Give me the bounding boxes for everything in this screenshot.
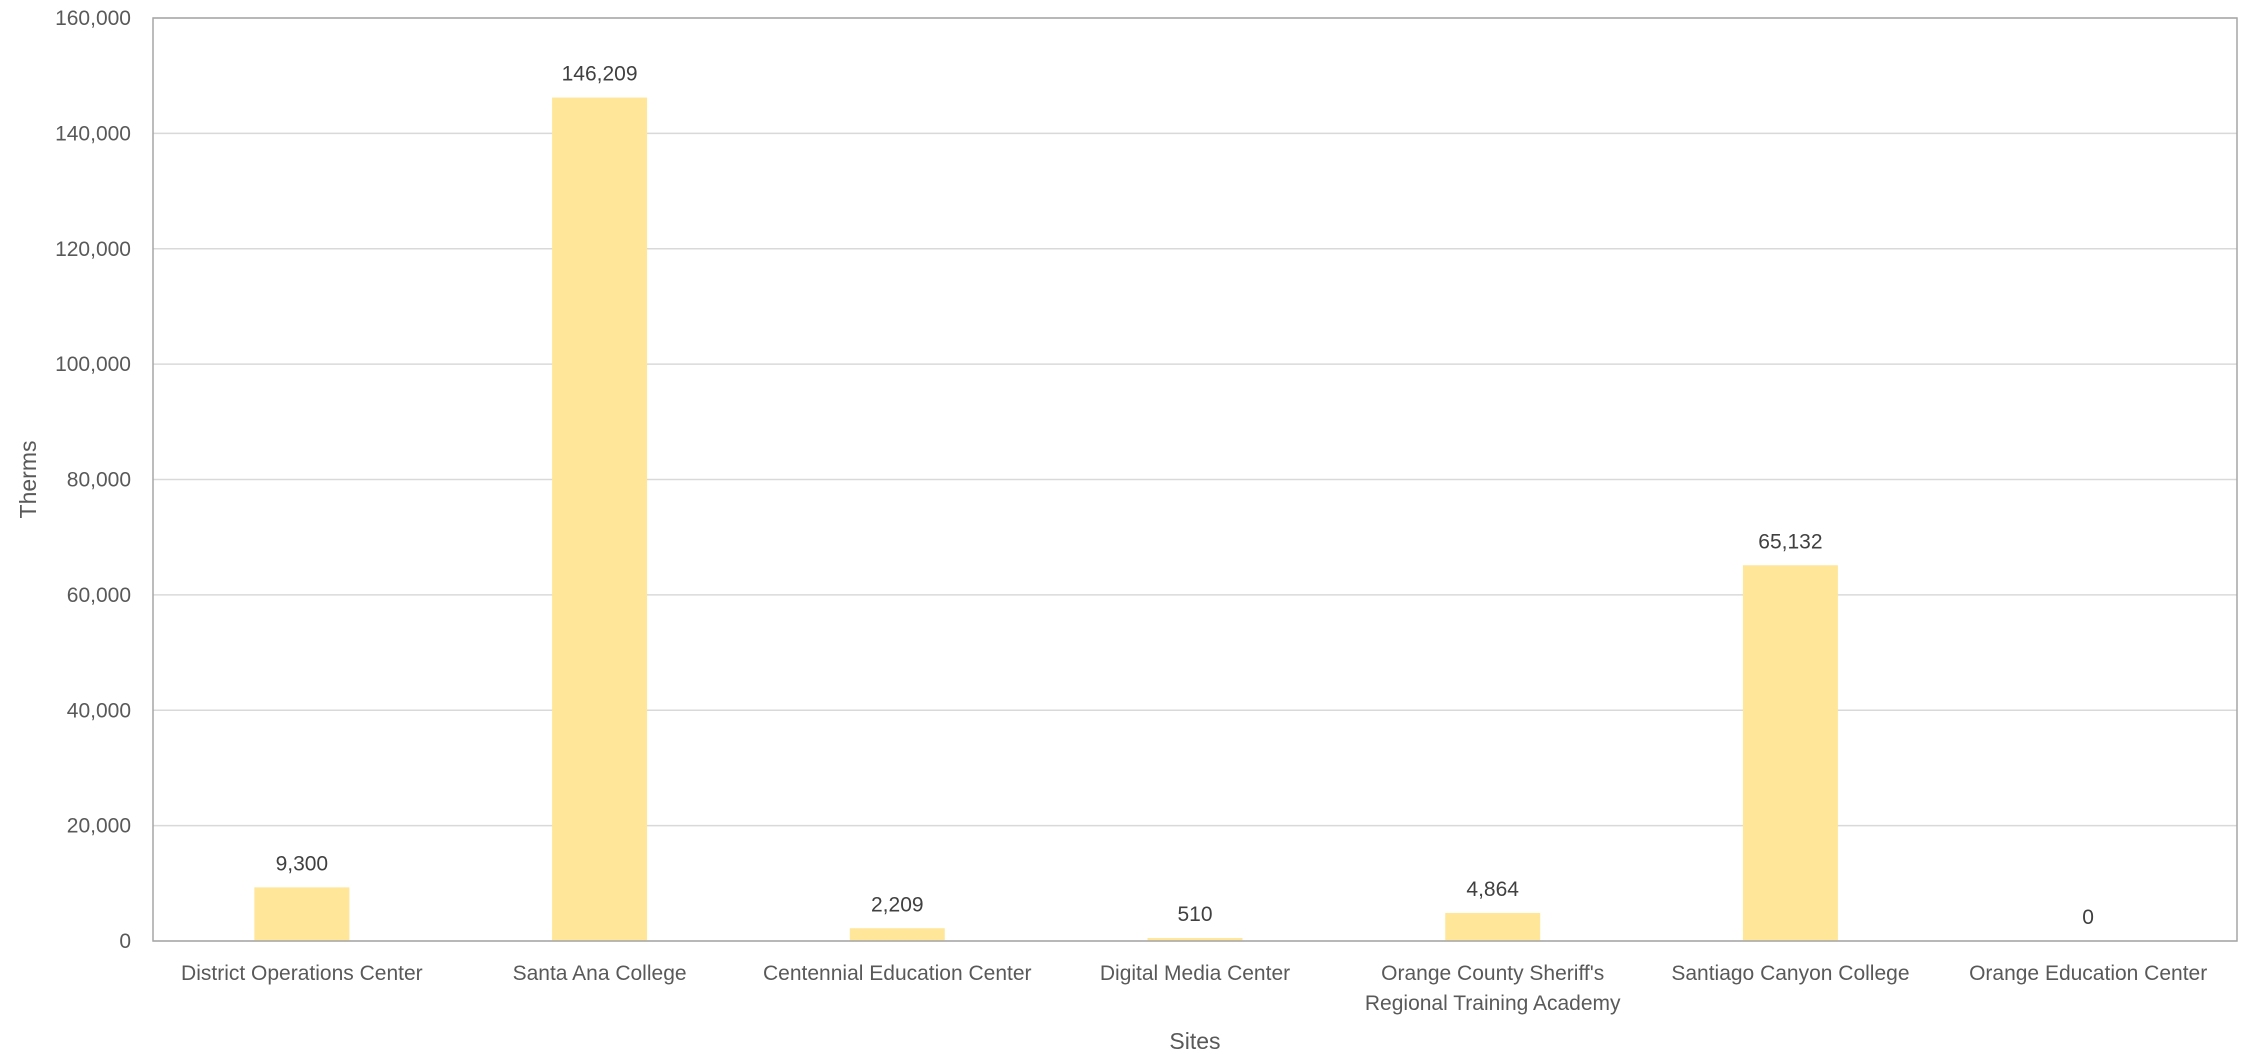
y-tick-label: 40,000 xyxy=(67,699,131,722)
data-label: 0 xyxy=(2082,906,2094,929)
x-axis-ticks: District Operations Center Santa Ana Coll… xyxy=(181,962,2207,1015)
x-tick-label: Orange County Sheriff's Regional Training… xyxy=(1365,962,1621,1015)
data-label: 146,209 xyxy=(562,63,638,86)
data-label: 9,300 xyxy=(276,852,329,875)
x-tick-label: Digital Media Center xyxy=(1100,962,1290,985)
bar xyxy=(1445,912,1541,941)
x-tick-label: Orange Education Center xyxy=(1969,962,2207,985)
gridlines xyxy=(153,17,2237,942)
y-tick-label: 0 xyxy=(119,930,131,953)
y-axis-title: Therms xyxy=(15,441,41,519)
y-tick-label: 160,000 xyxy=(55,7,131,30)
bar xyxy=(552,97,648,942)
plot-area-frame xyxy=(152,17,2238,942)
x-tick-label: Centennial Education Center xyxy=(763,962,1032,985)
data-label: 65,132 xyxy=(1758,530,1822,553)
bar xyxy=(254,887,350,941)
y-tick-label: 60,000 xyxy=(67,584,131,607)
data-label: 2,209 xyxy=(871,893,924,916)
x-tick-label: Santa Ana College xyxy=(513,962,687,985)
bars xyxy=(254,97,1838,942)
y-tick-label: 100,000 xyxy=(55,353,131,376)
y-tick-label: 80,000 xyxy=(67,469,131,492)
y-tick-label: 140,000 xyxy=(55,122,131,145)
bar xyxy=(849,928,945,941)
x-axis-title: Sites xyxy=(1169,1028,1220,1054)
x-tick-label: District Operations Center xyxy=(181,962,423,985)
data-label: 4,864 xyxy=(1466,878,1519,901)
bar xyxy=(1742,565,1838,941)
bar xyxy=(1147,938,1243,941)
y-tick-label: 120,000 xyxy=(55,238,131,261)
data-labels: 9,300 146,209 2,209 510 4,864 65,132 0 xyxy=(276,63,2094,929)
y-tick-label: 20,000 xyxy=(67,815,131,838)
y-axis-ticks: 0 20,000 40,000 60,000 80,000 100,000 120,000 1… xyxy=(55,7,131,953)
data-label: 510 xyxy=(1177,903,1212,926)
x-tick-label: Santiago Canyon College xyxy=(1671,962,1909,985)
